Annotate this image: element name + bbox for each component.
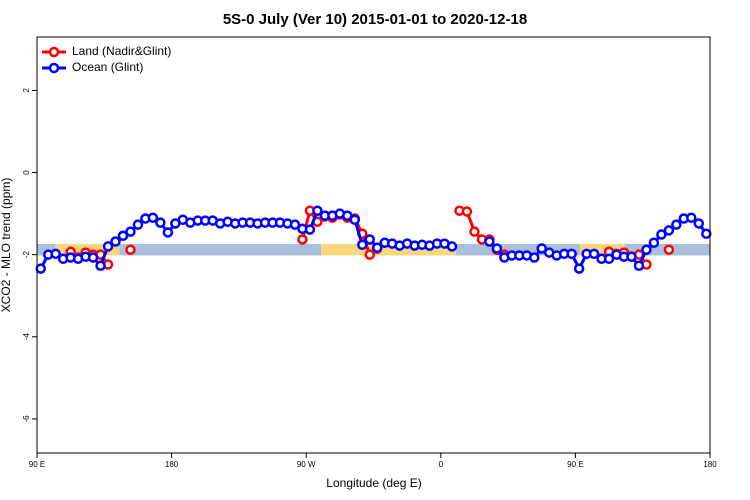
y-tick-label: -2 [22, 251, 31, 259]
data-point [125, 244, 136, 255]
legend-marker [48, 62, 60, 74]
data-point [349, 214, 361, 225]
data-point [588, 248, 600, 260]
data-point [147, 212, 159, 223]
data-point [132, 219, 144, 230]
x-tick-label: 90 W [297, 460, 316, 469]
x-tick-label: 180 [165, 460, 179, 469]
data-point [461, 206, 473, 217]
data-point [342, 210, 353, 221]
data-point [484, 236, 495, 247]
x-axis-label: Longitude (deg E) [326, 476, 421, 490]
surface-band [455, 243, 580, 256]
data-point [693, 218, 705, 229]
chart-title: 5S-0 July (Ver 10) 2015-01-01 to 2020-12… [223, 11, 527, 28]
surface-band [119, 243, 322, 256]
data-point [364, 249, 376, 260]
data-point [304, 224, 316, 235]
data-point [603, 253, 615, 265]
data-point [289, 219, 301, 230]
data-point [162, 227, 174, 238]
data-point [364, 234, 376, 245]
legend-label: Ocean (Glint) [72, 60, 143, 74]
surface-band [321, 243, 456, 256]
data-point [87, 252, 99, 263]
x-tick-label: 0 [439, 460, 444, 469]
y-axis-label: XCO2 - MLO trend (ppm) [0, 178, 13, 313]
x-tick-label: 90 E [29, 460, 45, 469]
data-point [125, 226, 136, 237]
surface-band [579, 243, 625, 256]
data-point [671, 219, 682, 230]
data-point [573, 263, 585, 274]
x-tick-label: 180 [703, 460, 717, 469]
data-point [663, 244, 675, 255]
data-point [536, 243, 547, 254]
data-point [633, 260, 645, 271]
plot-frame [36, 36, 711, 454]
data-point [357, 239, 368, 251]
data-point [95, 260, 106, 271]
data-point [566, 248, 577, 260]
y-tick-label: -4 [22, 333, 31, 341]
data-point [102, 241, 114, 252]
data-point [297, 234, 308, 245]
data-point [656, 229, 667, 240]
y-tick-label: 2 [22, 88, 31, 93]
y-tick-label: -6 [22, 415, 31, 423]
data-point [155, 217, 166, 228]
data-point [50, 248, 61, 260]
data-point [648, 237, 660, 248]
data-point [446, 241, 458, 252]
data-point [686, 212, 697, 223]
legend-label: Land (Nadir&Glint) [72, 44, 171, 58]
x-tick-label: 90 E [567, 460, 583, 469]
data-point [663, 225, 675, 236]
legend-marker [48, 46, 60, 58]
data-point [469, 226, 480, 237]
data-point [35, 263, 46, 274]
data-point [491, 243, 503, 254]
y-tick-label: 0 [22, 170, 31, 175]
data-point [626, 251, 637, 262]
data-point [117, 230, 129, 242]
data-point [701, 228, 712, 239]
data-point [529, 252, 540, 263]
data-point [371, 242, 383, 253]
data-point [110, 236, 121, 247]
surface-band [37, 243, 55, 256]
data-point [641, 244, 652, 255]
data-point [312, 205, 323, 216]
